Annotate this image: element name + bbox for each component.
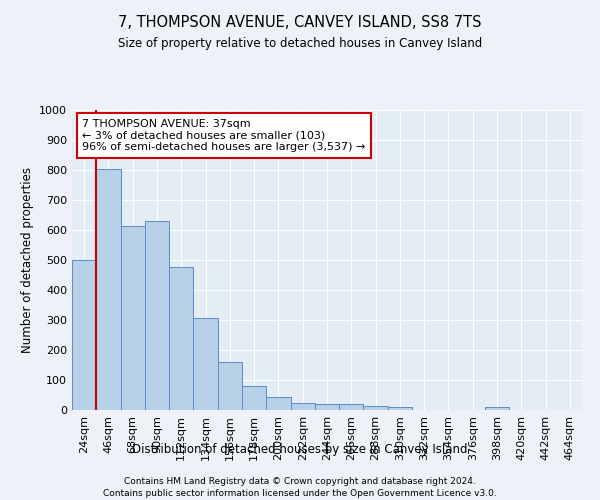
Bar (72, 260, 96, 410)
Text: Contains public sector information licensed under the Open Government Licence v3: Contains public sector information licen… (103, 489, 497, 498)
Bar (193, 318, 218, 410)
Bar (485, 407, 509, 410)
Text: Contains HM Land Registry data © Crown copyright and database right 2024.: Contains HM Land Registry data © Crown c… (124, 478, 476, 486)
Bar (242, 386, 266, 410)
Text: Distribution of detached houses by size in Canvey Island: Distribution of detached houses by size … (132, 442, 468, 456)
Bar (290, 404, 315, 410)
Bar (339, 404, 364, 410)
Bar (121, 226, 145, 410)
Y-axis label: Number of detached properties: Number of detached properties (20, 167, 34, 353)
Text: Size of property relative to detached houses in Canvey Island: Size of property relative to detached ho… (118, 38, 482, 51)
Bar (315, 404, 339, 410)
Bar (388, 407, 412, 410)
Text: 7 THOMPSON AVENUE: 37sqm
← 3% of detached houses are smaller (103)
96% of semi-d: 7 THOMPSON AVENUE: 37sqm ← 3% of detache… (82, 119, 365, 152)
Text: 7, THOMPSON AVENUE, CANVEY ISLAND, SS8 7TS: 7, THOMPSON AVENUE, CANVEY ISLAND, SS8 7… (118, 15, 482, 30)
Bar (145, 221, 169, 410)
Bar (218, 362, 242, 410)
Bar (96, 168, 121, 410)
Bar (266, 396, 290, 410)
Bar (364, 406, 388, 410)
Bar (169, 266, 193, 410)
